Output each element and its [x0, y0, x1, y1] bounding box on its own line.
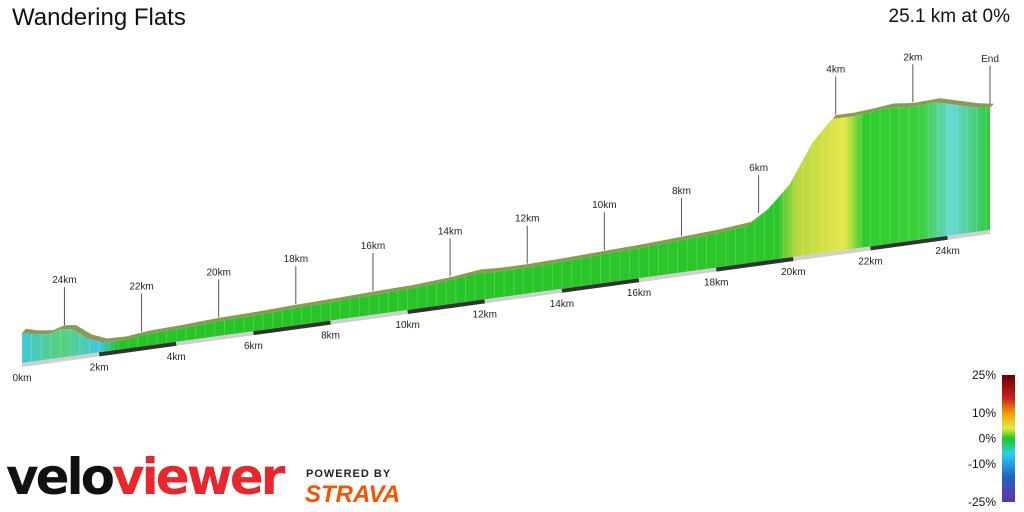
gradient-legend-label: 25% — [972, 368, 996, 382]
distance-ribbon-segment — [253, 320, 331, 336]
bottom-distance-label: 14km — [550, 299, 574, 310]
logo-velo: velo — [6, 448, 115, 506]
bottom-distance-label: 18km — [704, 278, 728, 289]
top-distance-label: 22km — [129, 282, 153, 293]
distance-ribbon-segment — [715, 257, 794, 272]
bottom-distance-label: 10km — [395, 320, 419, 331]
bottom-distance-label: 6km — [244, 341, 263, 352]
gradient-legend-label: 0% — [979, 432, 997, 446]
bottom-distance-label: 20km — [781, 267, 805, 278]
distance-ribbon-segment — [330, 310, 408, 325]
top-distance-label: 14km — [438, 226, 462, 237]
distance-ribbon-segment — [175, 331, 254, 346]
bottom-distance-label: 16km — [627, 288, 651, 299]
top-distance-label: 4km — [826, 65, 845, 76]
route-summary: 25.1 km at 0% — [888, 6, 1010, 27]
distance-ribbon-segment — [98, 341, 177, 357]
bottom-distance-label: 8km — [321, 331, 340, 342]
distance-ribbon-segment — [638, 267, 717, 283]
strava-logo: STRAVA — [305, 481, 401, 508]
top-distance-label: 18km — [284, 254, 308, 265]
bottom-distance-label: 4km — [167, 352, 186, 363]
top-distance-label: End — [981, 54, 999, 65]
top-distance-label: 16km — [361, 241, 385, 252]
gradient-legend-label: -25% — [968, 495, 996, 509]
bottom-distance-label: 22km — [858, 256, 882, 267]
page-title: Wandering Flats — [12, 4, 186, 31]
distance-ribbon-segment — [561, 278, 640, 293]
top-distance-label: 6km — [749, 163, 768, 174]
powered-by-label: POWERED BY — [306, 468, 392, 480]
distance-ribbon-segment — [870, 235, 948, 251]
distance-ribbon-segment — [484, 288, 563, 304]
gradient-legend-label: -10% — [968, 457, 996, 471]
logo-viewer: viewer — [112, 448, 285, 506]
top-distance-label: 12km — [515, 213, 539, 224]
distance-ribbon-segment — [407, 299, 486, 314]
bottom-distance-label: 12km — [473, 309, 497, 320]
bottom-distance-label: 2km — [90, 362, 109, 373]
gradient-legend-bar — [1002, 375, 1015, 502]
profile-body — [22, 102, 990, 363]
top-distance-label: 24km — [52, 275, 76, 286]
veloviewer-logo: veloviewer — [6, 452, 285, 502]
top-distance-label: 8km — [672, 186, 691, 197]
top-distance-label: 2km — [903, 52, 922, 63]
gradient-legend-label: 10% — [972, 406, 996, 420]
top-distance-label: 10km — [592, 200, 616, 211]
top-distance-label: 20km — [206, 267, 230, 278]
bottom-distance-label: 24km — [935, 246, 959, 257]
distance-ribbon-segment — [947, 230, 991, 240]
bottom-distance-label: 0km — [13, 373, 32, 384]
distance-ribbon-segment — [793, 246, 871, 262]
distance-ribbon-segment — [21, 352, 100, 367]
